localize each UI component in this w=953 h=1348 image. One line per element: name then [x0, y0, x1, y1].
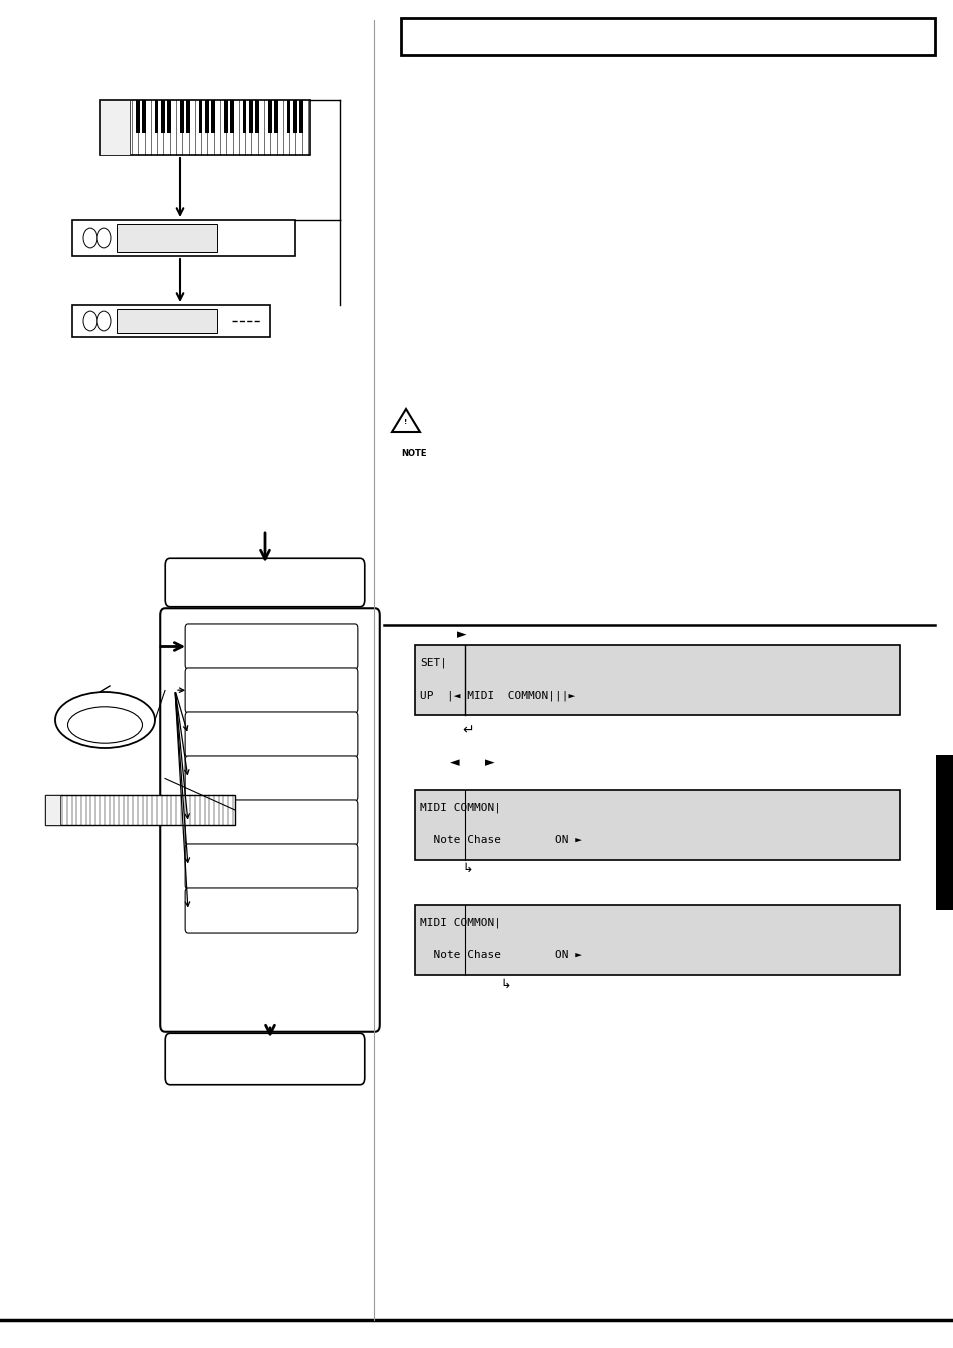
FancyBboxPatch shape [255, 100, 258, 133]
FancyBboxPatch shape [117, 224, 216, 252]
Text: UP  |◄ MIDI  COMMON|||►: UP |◄ MIDI COMMON|||► [419, 690, 575, 701]
FancyBboxPatch shape [71, 305, 270, 337]
FancyBboxPatch shape [185, 756, 357, 801]
Circle shape [83, 228, 97, 248]
FancyBboxPatch shape [185, 669, 357, 713]
Text: ↳: ↳ [461, 861, 472, 875]
FancyBboxPatch shape [242, 100, 246, 133]
Text: NOTE: NOTE [400, 449, 426, 458]
FancyBboxPatch shape [45, 795, 234, 825]
FancyBboxPatch shape [117, 309, 216, 333]
FancyBboxPatch shape [415, 644, 899, 714]
FancyBboxPatch shape [100, 100, 130, 155]
FancyBboxPatch shape [179, 100, 183, 133]
FancyBboxPatch shape [198, 100, 202, 133]
FancyBboxPatch shape [135, 100, 139, 133]
FancyBboxPatch shape [165, 1034, 364, 1085]
Text: MIDI COMMON|: MIDI COMMON| [419, 917, 500, 927]
FancyBboxPatch shape [293, 100, 296, 133]
FancyBboxPatch shape [100, 100, 310, 155]
FancyBboxPatch shape [224, 100, 228, 133]
Text: ►: ► [456, 628, 466, 642]
FancyBboxPatch shape [154, 100, 158, 133]
FancyBboxPatch shape [211, 100, 214, 133]
Text: ◄: ◄ [450, 756, 459, 770]
FancyBboxPatch shape [230, 100, 233, 133]
FancyBboxPatch shape [415, 905, 899, 975]
FancyBboxPatch shape [205, 100, 209, 133]
FancyBboxPatch shape [186, 100, 190, 133]
FancyBboxPatch shape [299, 100, 303, 133]
Text: ↳: ↳ [499, 979, 510, 991]
FancyBboxPatch shape [400, 18, 934, 55]
FancyBboxPatch shape [249, 100, 253, 133]
FancyBboxPatch shape [185, 712, 357, 758]
Circle shape [97, 228, 111, 248]
FancyBboxPatch shape [274, 100, 277, 133]
FancyBboxPatch shape [71, 220, 294, 256]
FancyBboxPatch shape [185, 624, 357, 669]
FancyBboxPatch shape [185, 799, 357, 845]
FancyBboxPatch shape [935, 755, 953, 910]
Text: SET|: SET| [419, 658, 447, 667]
Text: Note Chase        ON ►: Note Chase ON ► [419, 950, 581, 960]
FancyBboxPatch shape [167, 100, 171, 133]
FancyBboxPatch shape [160, 608, 379, 1031]
Circle shape [97, 311, 111, 330]
FancyBboxPatch shape [45, 795, 60, 825]
FancyBboxPatch shape [286, 100, 290, 133]
FancyBboxPatch shape [185, 844, 357, 890]
Text: !: ! [404, 419, 407, 425]
Text: ↵: ↵ [461, 723, 474, 737]
FancyBboxPatch shape [161, 100, 165, 133]
Circle shape [83, 311, 97, 330]
FancyBboxPatch shape [165, 558, 364, 607]
FancyBboxPatch shape [142, 100, 146, 133]
Text: ►: ► [485, 756, 495, 770]
FancyBboxPatch shape [268, 100, 272, 133]
FancyBboxPatch shape [185, 888, 357, 933]
Text: Note Chase        ON ►: Note Chase ON ► [419, 836, 581, 845]
FancyBboxPatch shape [415, 790, 899, 860]
Text: MIDI COMMON|: MIDI COMMON| [419, 802, 500, 813]
